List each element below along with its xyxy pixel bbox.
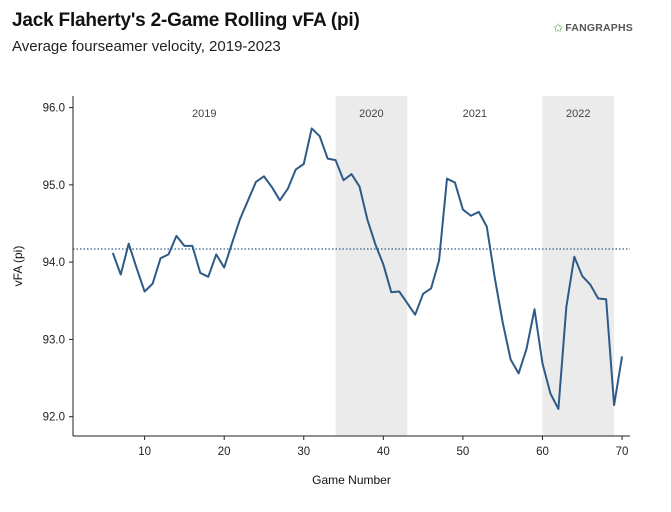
data-point	[263, 175, 265, 177]
data-point	[311, 127, 313, 129]
y-axis-ticks: 92.0 93.0 94.0 95.0 96.0	[43, 103, 73, 424]
data-point	[406, 302, 408, 304]
data-point	[581, 275, 583, 277]
y-tick-label: 95.0	[43, 180, 65, 192]
season-label-2021: 2021	[463, 108, 487, 120]
x-tick-label: 70	[616, 446, 629, 458]
data-point	[223, 267, 225, 269]
x-tick-label: 40	[377, 446, 390, 458]
data-point	[534, 308, 536, 310]
data-point	[183, 245, 185, 247]
y-axis-label: vFA (pi)	[11, 246, 25, 287]
data-point	[589, 284, 591, 286]
y-tick-label: 92.0	[43, 412, 65, 424]
data-point	[120, 274, 122, 276]
x-axis-label: Game Number	[312, 473, 391, 487]
data-point	[414, 314, 416, 316]
data-point	[518, 372, 520, 374]
x-axis-ticks: 10 20 30 40 50 60 70	[138, 436, 628, 458]
data-point	[486, 226, 488, 228]
x-tick-label: 50	[457, 446, 470, 458]
data-point	[207, 276, 209, 278]
data-point	[279, 199, 281, 201]
data-point	[438, 260, 440, 262]
data-point	[494, 277, 496, 279]
data-point	[319, 135, 321, 137]
data-point	[526, 348, 528, 350]
x-tick-label: 20	[218, 446, 231, 458]
data-point	[565, 306, 567, 308]
season-band-2020	[335, 96, 408, 436]
chart-subtitle: Average fourseamer velocity, 2019-2023	[12, 38, 281, 55]
data-point	[215, 253, 217, 255]
data-point	[374, 243, 376, 245]
x-tick-label: 10	[138, 446, 151, 458]
data-point	[446, 178, 448, 180]
data-point	[152, 283, 154, 285]
y-tick-label: 94.0	[43, 257, 65, 269]
series-line	[111, 127, 624, 410]
season-label-2020: 2020	[359, 108, 383, 120]
data-point	[462, 209, 464, 211]
axes	[72, 96, 630, 437]
data-point	[557, 408, 559, 410]
x-tick-label: 60	[536, 446, 549, 458]
data-point	[510, 359, 512, 361]
data-point	[343, 179, 345, 181]
data-point	[597, 297, 599, 299]
data-point	[398, 291, 400, 293]
data-point	[478, 211, 480, 213]
data-point	[199, 272, 201, 274]
data-point	[295, 168, 297, 170]
x-tick-label: 30	[297, 446, 310, 458]
data-point	[136, 267, 138, 269]
data-point	[454, 182, 456, 184]
season-label-2019: 2019	[192, 108, 216, 120]
data-point	[430, 287, 432, 289]
data-point	[128, 243, 130, 245]
y-tick-label: 93.0	[43, 334, 65, 346]
data-point	[287, 188, 289, 190]
data-point	[144, 291, 146, 293]
data-point	[382, 263, 384, 265]
chart-title: Jack Flaherty's 2-Game Rolling vFA (pi)	[12, 10, 360, 31]
data-point	[327, 158, 329, 160]
data-point	[366, 219, 368, 221]
data-point	[167, 253, 169, 255]
season-label-2022: 2022	[566, 108, 590, 120]
data-point	[239, 218, 241, 220]
data-point	[303, 163, 305, 165]
data-point	[573, 256, 575, 258]
data-point	[358, 185, 360, 187]
data-point	[390, 291, 392, 293]
data-point	[335, 159, 337, 161]
data-point	[255, 181, 257, 183]
data-point	[191, 245, 193, 247]
season-labels: 2019 2020 2021 2022	[192, 108, 590, 120]
data-point	[541, 362, 543, 364]
data-point	[502, 321, 504, 323]
data-point	[613, 404, 615, 406]
logo-text: FANGRAPHS	[565, 22, 633, 34]
data-point	[112, 252, 114, 254]
data-point	[470, 215, 472, 217]
fangraphs-logo: ✩ FANGRAPHS	[553, 21, 633, 35]
data-point	[160, 257, 162, 259]
data-point	[621, 355, 623, 357]
data-point	[422, 293, 424, 295]
data-point	[175, 235, 177, 237]
fangraphs-leaf-icon: ✩	[553, 21, 564, 35]
y-tick-label: 96.0	[43, 103, 65, 115]
data-point	[271, 186, 273, 188]
data-point	[549, 393, 551, 395]
data-point	[231, 242, 233, 244]
data-point	[351, 173, 353, 175]
data-point	[605, 298, 607, 300]
data-point	[247, 199, 249, 201]
